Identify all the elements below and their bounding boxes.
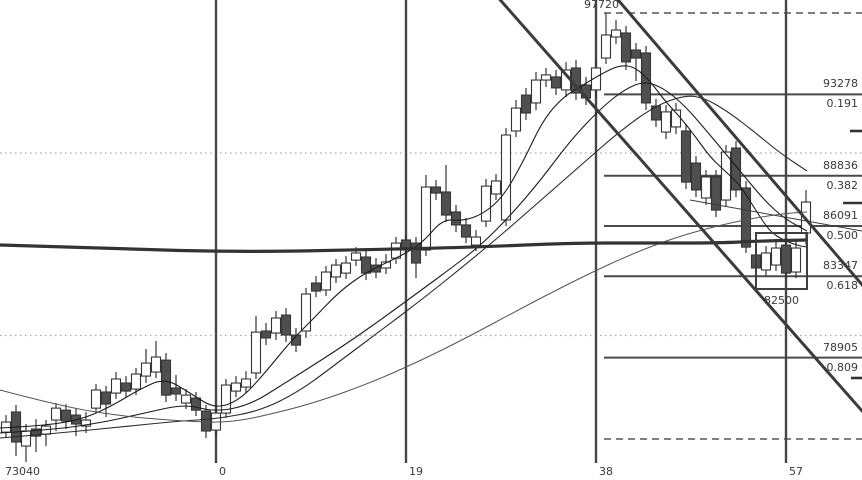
ma-slow[interactable] [0, 95, 808, 439]
fib-price-label: 83347 [823, 259, 858, 273]
fib-ratio-label: 0.809 [826, 360, 859, 374]
candle-down[interactable] [360, 256, 372, 274]
candle-down[interactable] [410, 242, 422, 264]
candle-down[interactable] [310, 282, 322, 292]
candle-down[interactable] [100, 391, 112, 405]
fib-ratio-label: 0.191 [826, 97, 859, 111]
channel-line-lower[interactable] [613, 0, 862, 294]
candle-up[interactable] [700, 176, 712, 199]
candle-down[interactable] [630, 49, 642, 59]
candle-up[interactable] [500, 134, 512, 221]
candle-down[interactable] [550, 76, 562, 89]
candle-up[interactable] [240, 378, 252, 388]
candle-down[interactable] [780, 244, 792, 274]
candle-down[interactable] [280, 314, 292, 336]
candle-up[interactable] [420, 186, 432, 251]
fib-ratio-label: 0.500 [826, 229, 859, 243]
ma-slowest[interactable] [0, 211, 808, 423]
candle-down[interactable] [430, 186, 442, 194]
candle-up[interactable] [130, 373, 142, 390]
candle-up[interactable] [590, 67, 602, 91]
candle-down[interactable] [30, 428, 42, 437]
candle-up[interactable] [470, 236, 482, 246]
candle-up[interactable] [330, 264, 342, 278]
candle-down[interactable] [450, 211, 462, 226]
candle-up[interactable] [530, 79, 542, 104]
candle-up[interactable] [270, 317, 282, 334]
ma-fast[interactable] [0, 65, 808, 429]
candle-up[interactable] [340, 262, 352, 274]
candle-up[interactable] [250, 331, 262, 374]
candle-down[interactable] [740, 187, 752, 248]
candle-down[interactable] [190, 397, 202, 411]
candle-down[interactable] [260, 330, 272, 339]
candle-up[interactable] [80, 419, 92, 427]
candle-up[interactable] [150, 356, 162, 373]
candle-down[interactable] [620, 32, 632, 63]
fib-price-label: 93278 [823, 77, 858, 91]
fib-price-label: 86091 [823, 209, 858, 223]
candle-down[interactable] [170, 387, 182, 395]
x-axis-label: 0 [219, 465, 226, 478]
candle-down[interactable] [680, 130, 692, 183]
candle-up[interactable] [320, 271, 332, 291]
candle-down[interactable] [60, 409, 72, 422]
candle-down[interactable] [120, 382, 132, 392]
candle-up[interactable] [230, 382, 242, 392]
candle-up[interactable] [790, 247, 802, 273]
price-box-label: 82500 [764, 294, 799, 307]
candle-up[interactable] [510, 107, 522, 132]
channel-line-upper[interactable] [495, 0, 862, 420]
candle-down[interactable] [690, 162, 702, 191]
candle-up[interactable] [760, 252, 772, 271]
candle-down[interactable] [730, 147, 742, 191]
fib-price-label: 88836 [823, 158, 858, 172]
candle-down[interactable] [650, 105, 662, 121]
candle-down[interactable] [440, 191, 452, 216]
x-axis-label: 19 [409, 465, 423, 478]
candle-up[interactable] [350, 252, 362, 261]
fib-price-label: 78905 [823, 340, 858, 354]
swing-high-price-label: 97720 [584, 0, 619, 11]
candle-up[interactable] [110, 378, 122, 394]
candle-down[interactable] [160, 359, 172, 396]
candle-up[interactable] [540, 74, 552, 81]
x-axis-left-label: 73040 [5, 465, 40, 478]
price-box[interactable] [755, 232, 808, 290]
candle-down[interactable] [200, 410, 212, 432]
candle-up[interactable] [50, 407, 62, 421]
candle-up[interactable] [480, 185, 492, 222]
candle-down[interactable] [520, 94, 532, 114]
minor-trendline[interactable] [689, 199, 862, 232]
x-axis-label: 38 [599, 465, 613, 478]
candle-up[interactable] [180, 394, 192, 404]
candle-up[interactable] [90, 389, 102, 409]
candle-up[interactable] [220, 384, 232, 414]
candle-down[interactable] [460, 224, 472, 238]
fib-ratio-label: 0.382 [826, 178, 859, 192]
candle-down[interactable] [290, 334, 302, 346]
candle-up[interactable] [600, 34, 612, 59]
candle-up[interactable] [300, 293, 312, 332]
candle-down[interactable] [710, 176, 722, 211]
fib-ratio-label: 0.618 [826, 279, 859, 293]
x-axis-label: 57 [789, 465, 803, 478]
candle-up[interactable] [720, 151, 732, 201]
candle-down[interactable] [370, 264, 382, 273]
candle-up[interactable] [610, 29, 622, 38]
ma-medium[interactable] [0, 82, 808, 434]
candle-up[interactable] [140, 362, 152, 377]
candle-up[interactable] [770, 247, 782, 266]
candle-up[interactable] [490, 180, 502, 195]
candle-up[interactable] [20, 430, 32, 447]
candle-up[interactable] [660, 111, 672, 133]
